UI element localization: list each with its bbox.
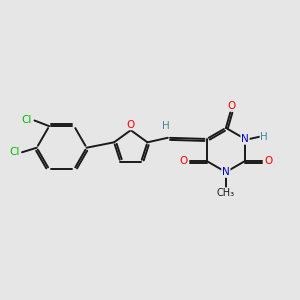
Text: H: H [162, 122, 170, 131]
Text: Cl: Cl [21, 116, 32, 125]
Text: N: N [241, 134, 249, 144]
Text: N: N [222, 167, 230, 177]
Text: O: O [127, 119, 135, 130]
Text: O: O [227, 101, 236, 111]
Text: CH₃: CH₃ [217, 188, 235, 198]
Text: Cl: Cl [9, 147, 19, 157]
Text: H: H [260, 132, 268, 142]
Text: O: O [264, 156, 272, 166]
Text: O: O [179, 156, 188, 166]
